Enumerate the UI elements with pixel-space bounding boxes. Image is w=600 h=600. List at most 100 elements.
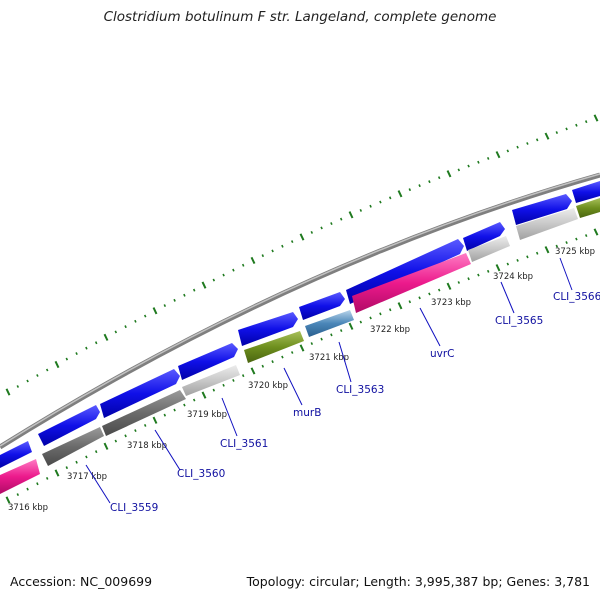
minor-tick [75,460,78,464]
gene-label[interactable]: CLI_3560 [177,468,225,480]
kbp-label-group: 3716 kbp 3717 kbp 3718 kbp 3719 kbp 3720… [8,247,595,513]
minor-tick [477,160,480,164]
minor-tick [526,255,529,259]
minor-tick [16,493,20,497]
gene-label[interactable]: CLI_3559 [110,502,158,514]
kbp-label: 3725 kbp [555,247,595,257]
minor-tick [271,249,274,253]
grey-feature[interactable] [182,365,240,396]
major-tick [103,442,109,450]
leader-line [419,307,441,347]
minor-tick [388,308,392,312]
minor-tick [310,342,314,346]
cds-feature[interactable] [238,312,298,346]
major-tick [54,360,60,369]
minor-tick [173,408,176,412]
cds-feature[interactable] [512,194,572,225]
cds-feature[interactable] [299,292,345,320]
gene-label[interactable]: CLI_3566 [553,291,600,303]
major-tick [593,114,599,122]
gene-label[interactable]: CLI_3563 [336,384,384,396]
minor-tick [428,292,431,296]
minor-tick [535,251,539,255]
minor-tick [281,355,284,359]
gene-label[interactable]: murB [293,407,321,419]
minor-tick [36,374,39,377]
cds-feature[interactable] [100,369,180,418]
minor-tick [134,319,137,323]
minor-tick [369,204,372,208]
minor-tick [369,316,372,320]
minor-tick [45,368,49,372]
minor-tick [65,466,69,470]
grey-feature[interactable] [102,390,186,436]
minor-tick [379,312,382,316]
minor-tick [143,314,147,318]
minor-tick [94,341,98,345]
minor-tick [232,268,235,272]
gene-label[interactable]: CLI_3565 [495,315,543,327]
cds-feature[interactable] [178,343,238,380]
minor-tick [555,131,559,135]
minor-tick [114,439,118,443]
minor-tick [457,281,461,284]
leader-line [338,341,352,383]
minor-tick [486,156,490,160]
major-tick [397,190,403,198]
minor-tick [65,357,69,361]
genome-summary: Topology: circular; Length: 3,995,387 bp… [246,574,590,589]
minor-tick [418,296,421,300]
minor-tick [212,388,216,392]
minor-tick [388,196,392,200]
olive-feature[interactable] [576,198,600,218]
major-tick [54,469,60,477]
minor-tick [183,293,186,297]
minor-tick [192,398,196,402]
major-tick [299,344,305,352]
grey-feature[interactable] [516,208,578,240]
leader-line [559,257,573,291]
minor-tick [16,385,20,388]
minor-tick [584,120,588,124]
cds-feature[interactable] [0,441,32,468]
cds-feature[interactable] [572,181,600,203]
kbp-label: 3724 kbp [493,272,533,282]
minor-tick [359,208,363,212]
rna-feature[interactable] [0,459,40,494]
rna-feature[interactable] [352,253,471,313]
minor-tick [241,374,245,378]
major-tick [152,416,158,424]
minor-tick [290,240,294,244]
gene-leader-lines [85,257,573,504]
minor-tick [36,482,39,486]
tick-marks-inner [5,228,599,504]
leader-line [283,367,303,406]
minor-tick [555,244,559,248]
minor-tick [408,188,412,192]
grey-feature[interactable] [42,427,104,466]
minor-tick [261,254,265,258]
minor-tick [163,413,167,417]
gene-label[interactable]: CLI_3561 [220,438,268,450]
steel-feature[interactable] [305,310,354,337]
leader-line [221,397,238,437]
minor-tick [506,262,510,266]
major-tick [5,388,11,396]
minor-tick [339,329,343,333]
accession-label: Accession: NC_009699 [10,574,153,589]
major-tick [103,333,109,341]
grey-feature[interactable] [468,236,510,262]
minor-tick [85,346,88,350]
cds-feature[interactable] [463,222,505,251]
minor-tick [310,230,314,234]
minor-tick [457,168,461,172]
cds-feature[interactable] [38,405,100,446]
minor-tick [486,269,490,273]
gene-label[interactable]: uvrC [430,348,455,360]
minor-tick [516,145,519,149]
minor-tick [359,320,363,324]
minor-tick [437,288,441,292]
minor-tick [516,258,519,262]
olive-feature[interactable] [244,331,304,363]
